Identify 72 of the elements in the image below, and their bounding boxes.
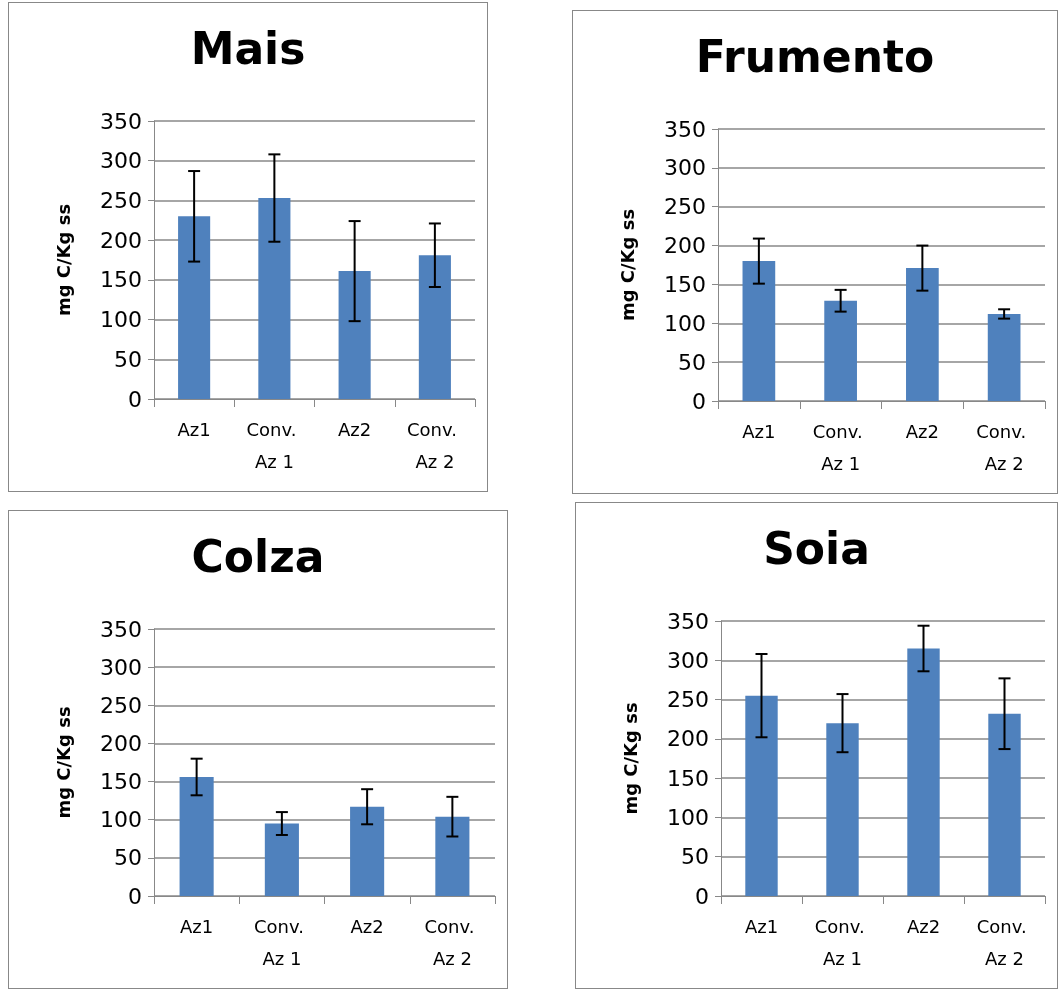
y-tick-label: 100 — [100, 307, 142, 333]
y-tick-label: 350 — [667, 608, 709, 634]
y-tick-label: 150 — [664, 271, 706, 297]
x-tick-label: Az2 — [350, 915, 384, 937]
x-tick-label: Az1 — [177, 418, 211, 440]
x-tick-label: Conv. Az 1 — [814, 915, 871, 969]
chart-title: Colza — [191, 530, 325, 582]
bar — [826, 723, 859, 896]
y-tick-label: 100 — [100, 807, 142, 833]
x-tick-label: Az1 — [744, 915, 779, 937]
bar — [179, 776, 214, 896]
x-tick-label: Az2 — [906, 915, 941, 937]
x-tick-label: Conv. Az 2 — [976, 915, 1033, 969]
bar — [987, 313, 1021, 401]
y-tick-label: 350 — [100, 616, 142, 642]
bar — [258, 198, 291, 399]
x-tick-label: Az2 — [905, 420, 939, 442]
y-tick-label: 50 — [681, 844, 709, 870]
y-tick-label: 150 — [100, 769, 142, 795]
bar — [745, 695, 778, 896]
x-tick-label: Az2 — [338, 418, 372, 440]
y-tick-label: 250 — [100, 187, 142, 213]
y-tick-label: 300 — [100, 654, 142, 680]
x-tick-label: Conv. Az 2 — [424, 915, 481, 969]
y-tick-label: 300 — [664, 155, 706, 181]
y-tick-label: 200 — [664, 233, 706, 259]
bar — [988, 713, 1021, 896]
chart-title: Mais — [190, 22, 306, 74]
y-tick-label: 200 — [100, 730, 142, 756]
x-tick-label: Az1 — [180, 915, 214, 937]
bar — [824, 300, 857, 401]
y-tick-label: 0 — [128, 386, 142, 412]
y-tick-label: 100 — [667, 804, 709, 830]
chart-title: Frumento — [695, 30, 935, 82]
y-tick-label: 250 — [100, 692, 142, 718]
bar — [418, 255, 451, 399]
x-tick-label: Conv. Az 1 — [246, 418, 303, 472]
y-tick-label: 300 — [100, 148, 142, 174]
bar — [178, 216, 211, 399]
y-tick-label: 50 — [114, 346, 142, 372]
x-tick-label: Conv. Az 2 — [976, 420, 1032, 474]
x-tick-label: Az1 — [742, 420, 776, 442]
bar — [906, 268, 939, 401]
x-tick-label: Conv. Az 1 — [254, 915, 310, 969]
y-tick-label: 350 — [100, 108, 142, 134]
y-tick-label: 200 — [100, 227, 142, 253]
y-axis-title: mg C/Kg ss — [52, 203, 74, 317]
y-axis-title: mg C/Kg ss — [619, 702, 641, 815]
y-tick-label: 0 — [695, 883, 709, 909]
x-tick-label: Conv. Az 2 — [407, 418, 463, 472]
y-tick-label: 150 — [100, 267, 142, 293]
y-tick-label: 100 — [664, 310, 706, 336]
bar — [742, 261, 776, 401]
bar — [338, 271, 371, 399]
x-tick-label: Conv. Az 1 — [812, 420, 869, 474]
bar — [435, 816, 470, 896]
bar — [264, 823, 299, 896]
bar — [907, 648, 940, 896]
y-tick-label: 200 — [667, 726, 709, 752]
y-tick-label: 0 — [128, 883, 142, 909]
y-axis-title: mg C/Kg ss — [52, 706, 74, 819]
y-axis-title: mg C/Kg ss — [616, 208, 638, 322]
chart-title: Soia — [763, 522, 870, 574]
y-tick-label: 250 — [664, 194, 706, 220]
y-tick-label: 0 — [692, 388, 706, 414]
y-tick-label: 50 — [114, 845, 142, 871]
y-tick-label: 250 — [667, 687, 709, 713]
y-tick-label: 50 — [678, 349, 706, 375]
y-tick-label: 350 — [664, 116, 706, 142]
y-tick-label: 150 — [667, 765, 709, 791]
y-tick-label: 300 — [667, 647, 709, 673]
bar — [350, 806, 385, 896]
